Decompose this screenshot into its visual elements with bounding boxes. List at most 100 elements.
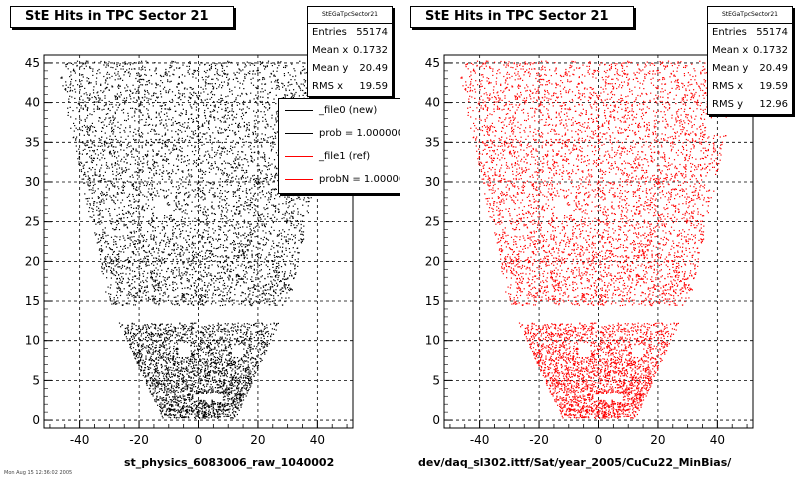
data-point xyxy=(173,385,175,387)
data-point xyxy=(219,407,221,409)
data-point xyxy=(216,71,218,73)
data-point xyxy=(233,400,235,402)
data-point xyxy=(196,94,198,97)
data-point xyxy=(138,360,140,362)
data-point xyxy=(137,87,139,89)
data-point xyxy=(228,393,231,396)
data-point xyxy=(133,97,135,99)
data-point xyxy=(96,174,98,176)
data-point xyxy=(233,240,235,242)
data-point xyxy=(174,277,176,279)
data-point xyxy=(239,398,241,400)
data-point xyxy=(153,174,155,177)
data-point xyxy=(205,211,207,214)
data-point xyxy=(202,384,204,386)
data-point xyxy=(275,276,277,278)
data-point xyxy=(209,331,211,333)
data-point xyxy=(282,243,284,245)
data-point xyxy=(192,377,195,379)
data-point xyxy=(154,230,156,232)
data-point xyxy=(75,127,77,129)
data-point xyxy=(207,83,209,85)
data-point xyxy=(120,268,122,270)
data-point xyxy=(137,352,139,354)
data-point xyxy=(178,142,180,144)
data-point xyxy=(178,400,181,402)
data-point xyxy=(133,236,135,238)
data-point xyxy=(135,300,137,303)
data-point xyxy=(242,174,244,177)
data-point xyxy=(154,323,156,325)
data-point xyxy=(155,125,157,127)
data-point xyxy=(195,132,197,135)
data-point xyxy=(260,218,262,220)
data-point xyxy=(182,377,184,379)
data-point xyxy=(292,247,294,249)
data-point xyxy=(104,97,106,99)
data-point xyxy=(193,405,195,407)
data-point xyxy=(158,350,160,352)
data-point xyxy=(239,95,241,97)
data-point xyxy=(240,126,242,128)
data-point xyxy=(156,284,158,286)
data-point xyxy=(169,413,171,415)
data-point xyxy=(135,358,137,360)
data-point xyxy=(247,352,249,354)
data-point xyxy=(178,271,180,273)
data-point xyxy=(211,361,213,364)
data-point xyxy=(196,285,198,288)
data-point xyxy=(175,414,177,416)
data-point xyxy=(220,392,222,394)
data-point xyxy=(194,370,196,372)
data-point xyxy=(219,406,221,408)
data-point xyxy=(245,376,247,378)
data-point xyxy=(152,285,154,287)
data-point xyxy=(294,70,296,72)
data-point xyxy=(158,173,161,175)
data-point xyxy=(150,334,152,336)
data-point xyxy=(227,395,229,397)
data-point xyxy=(155,139,158,141)
data-point xyxy=(279,289,281,291)
data-point xyxy=(86,125,88,127)
data-point xyxy=(126,338,128,340)
data-point xyxy=(119,64,121,66)
data-point xyxy=(116,97,118,100)
data-point xyxy=(170,417,172,419)
data-point xyxy=(134,243,136,245)
data-point xyxy=(168,109,170,111)
data-point xyxy=(192,354,195,356)
data-point xyxy=(225,404,227,406)
data-point xyxy=(196,120,198,123)
data-point xyxy=(219,385,221,387)
data-point xyxy=(245,388,247,390)
data-point xyxy=(162,353,164,355)
data-point xyxy=(168,391,170,393)
data-point xyxy=(230,348,233,350)
data-point xyxy=(213,232,215,234)
data-point xyxy=(218,374,220,376)
data-point xyxy=(129,338,131,340)
data-point xyxy=(217,404,219,406)
data-point xyxy=(179,93,181,95)
data-point xyxy=(165,372,167,374)
data-point xyxy=(161,220,164,223)
data-point xyxy=(195,295,197,297)
data-point xyxy=(101,145,103,147)
data-point xyxy=(175,255,177,258)
data-point xyxy=(212,379,214,381)
data-point xyxy=(212,411,214,413)
data-point xyxy=(206,69,208,72)
data-point xyxy=(195,322,197,324)
data-point xyxy=(172,226,174,228)
data-point xyxy=(214,368,216,370)
data-point xyxy=(180,340,182,342)
data-point xyxy=(188,65,190,67)
data-point xyxy=(277,78,279,81)
data-point xyxy=(207,127,209,129)
data-point xyxy=(181,357,183,359)
data-point xyxy=(207,237,209,239)
data-point xyxy=(129,89,131,91)
data-point xyxy=(107,113,109,115)
data-point xyxy=(245,331,247,333)
